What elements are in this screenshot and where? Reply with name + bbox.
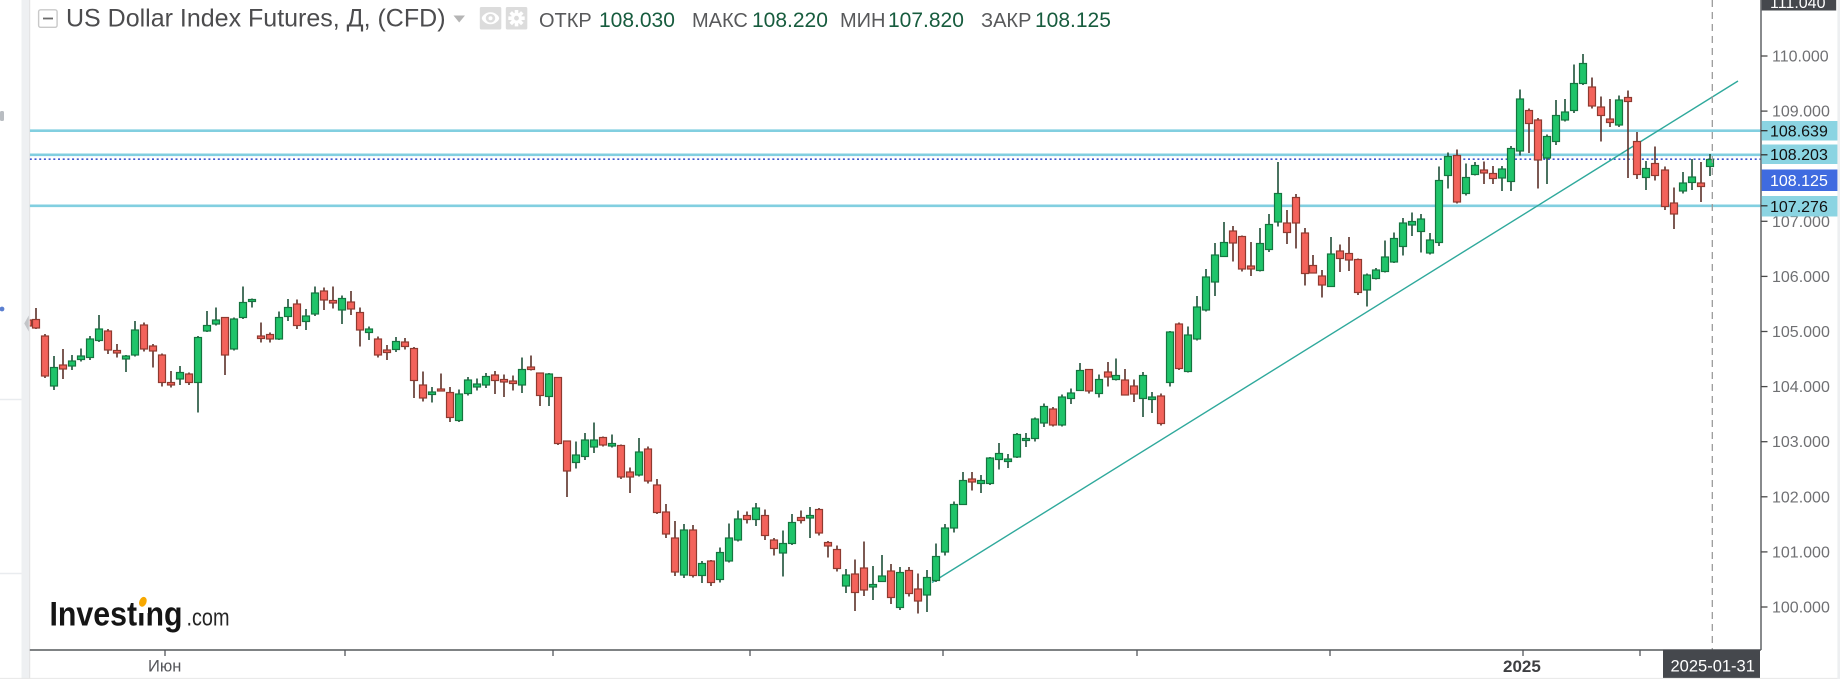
svg-text:ЗАКР: ЗАКР (981, 10, 1031, 32)
svg-text:US Dollar Index Futures, Д, (C: US Dollar Index Futures, Д, (CFD) (66, 5, 446, 33)
svg-text:ОТКР: ОТКР (539, 10, 592, 32)
svg-text:108.125: 108.125 (1770, 173, 1828, 190)
svg-text:103.000: 103.000 (1772, 434, 1830, 451)
svg-text:108.639: 108.639 (1770, 124, 1828, 141)
svg-text:107.820: 107.820 (888, 9, 964, 32)
svg-text:2025: 2025 (1503, 657, 1541, 676)
svg-text:111.040: 111.040 (1770, 0, 1826, 12)
svg-text:100.000: 100.000 (1772, 600, 1830, 617)
svg-text:108.125: 108.125 (1035, 9, 1111, 32)
svg-text:Июн: Июн (148, 658, 181, 676)
svg-text:102.000: 102.000 (1772, 489, 1830, 506)
svg-text:107.276: 107.276 (1770, 199, 1828, 216)
svg-text:МАКС: МАКС (692, 10, 748, 32)
svg-text:.com: .com (187, 605, 230, 632)
svg-text:108.203: 108.203 (1770, 147, 1828, 164)
svg-text:109.000: 109.000 (1772, 104, 1830, 121)
svg-text:104.000: 104.000 (1772, 379, 1830, 396)
svg-text:110.000: 110.000 (1772, 49, 1829, 66)
svg-text:101.000: 101.000 (1772, 544, 1830, 561)
svg-text:105.000: 105.000 (1772, 324, 1830, 341)
svg-text:Investing: Investing (50, 596, 183, 634)
svg-text:2025-01-31: 2025-01-31 (1671, 658, 1755, 676)
svg-text:108.220: 108.220 (752, 9, 828, 32)
svg-text:106.000: 106.000 (1772, 269, 1830, 286)
svg-text:МИН: МИН (840, 10, 885, 32)
svg-text:108.030: 108.030 (599, 9, 675, 32)
svg-text:107.000: 107.000 (1772, 214, 1830, 231)
